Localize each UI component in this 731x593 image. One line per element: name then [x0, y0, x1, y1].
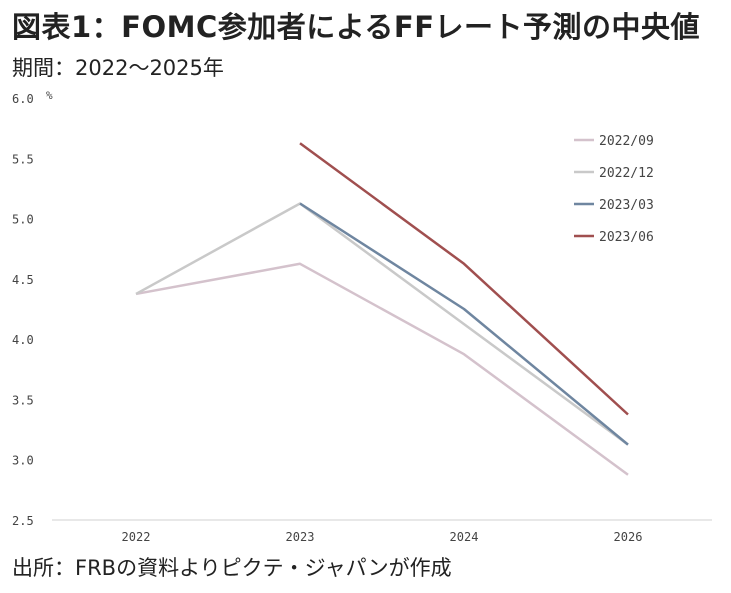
y-tick-label: 4.5: [12, 273, 34, 287]
y-tick-label: 2.5: [12, 514, 34, 528]
source-note: 出所：FRBの資料よりピクテ・ジャパンが作成: [12, 556, 452, 580]
series-line-2023-06: [299, 142, 629, 416]
x-tick-label: 2023: [286, 530, 315, 544]
y-tick-label: 5.5: [12, 152, 34, 166]
chart-title: 図表1：FOMC参加者によるFFレート予測の中央値: [12, 10, 701, 44]
y-tick-label: 3.5: [12, 393, 34, 407]
y-tick-label: 5.0: [12, 213, 34, 227]
x-tick-label: 2022: [122, 530, 151, 544]
series-line-2022-12: [135, 202, 629, 446]
series-lines: [135, 142, 629, 476]
y-axis: 6.0 5.5 5.0 4.5 4.0 3.5 3.0 2.5%: [12, 89, 53, 528]
x-tick-label: 2026: [614, 530, 643, 544]
chart-subtitle: 期間：2022～2025年: [12, 56, 224, 80]
y-tick-label: 4.0: [12, 333, 34, 347]
y-unit-label: %: [46, 89, 53, 102]
x-tick-label: 2024: [450, 530, 479, 544]
series-line-2023-03: [299, 202, 629, 446]
legend-label: 2022/12: [599, 166, 654, 181]
y-tick-label: 6.0: [12, 92, 34, 106]
series-line-2022-09: [135, 262, 629, 476]
legend-label: 2023/06: [599, 230, 654, 245]
y-tick-label: 3.0: [12, 454, 34, 468]
legend-label: 2022/09: [599, 134, 654, 149]
x-axis: 2022 2023 2024 2026: [52, 519, 712, 544]
legend-label: 2023/03: [599, 198, 654, 213]
legend: 2022/09 2022/12 2023/03 2023/06: [574, 134, 654, 245]
